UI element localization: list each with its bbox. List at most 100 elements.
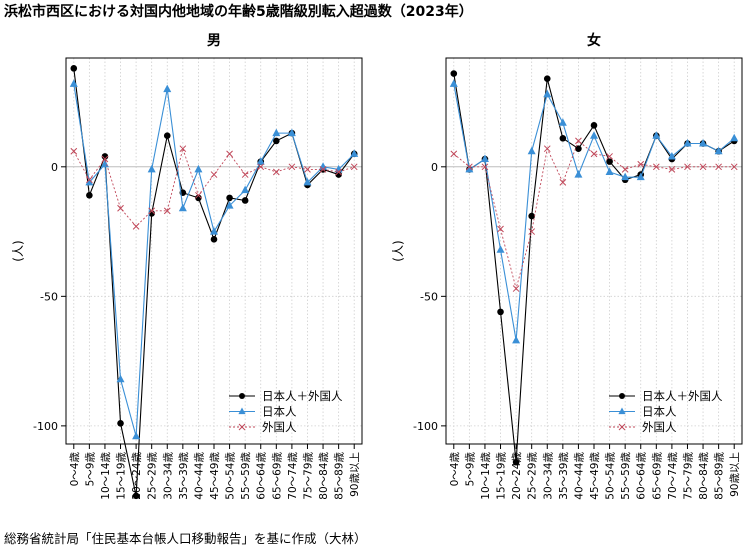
tick-label-y: -50 (40, 290, 58, 303)
panel-1: 男0-50-100(人)0～4歳 5～9歳 10～14歳 15～19歳 20～24歳 25… (11, 33, 363, 500)
tick-label-x: 30～34歳 (542, 452, 554, 500)
legend-label: 日本人＋外国人 (262, 389, 343, 403)
legend-marker (619, 393, 625, 399)
data-point (288, 163, 296, 171)
data-point (335, 168, 342, 176)
data-point (178, 203, 187, 212)
data-point (179, 145, 187, 153)
data-point (450, 150, 458, 158)
data-point (101, 155, 109, 163)
data-point (210, 227, 218, 235)
data-point (132, 431, 141, 440)
data-point (730, 133, 739, 142)
tick-label-x: 90歳以上 (729, 452, 741, 497)
data-point (195, 194, 202, 202)
data-point (466, 163, 473, 171)
tick-label-x: 35～39歳 (178, 452, 190, 500)
tick-label-x: 75～79歳 (682, 452, 694, 500)
data-point (714, 146, 723, 155)
data-point (163, 84, 172, 93)
data-point (496, 245, 505, 253)
legend-marker (238, 423, 246, 431)
data-point (319, 162, 328, 170)
series-3 (70, 145, 358, 230)
data-point (465, 164, 474, 173)
legend-label: 日本人＋外国人 (642, 389, 723, 403)
data-point (667, 151, 676, 160)
data-point (480, 154, 489, 163)
tick-label-y: 0 (51, 161, 58, 174)
tick-label-x: 50～54歳 (605, 452, 617, 500)
series-2 (69, 79, 359, 440)
data-point (528, 228, 536, 235)
data-point (210, 171, 218, 178)
data-point (225, 201, 234, 209)
tick-label-x: 20～24歳 (511, 452, 523, 500)
data-point (652, 131, 661, 139)
data-point (668, 166, 676, 173)
data-point (590, 131, 598, 139)
tick-label-x: 75～79歳 (302, 452, 314, 500)
data-point (148, 207, 156, 215)
data-point (543, 145, 551, 153)
data-point (70, 65, 78, 72)
data-point (101, 153, 109, 160)
data-point (558, 118, 567, 126)
data-point (241, 197, 249, 204)
tick-label-x: 25～29歳 (527, 452, 539, 500)
data-point (636, 172, 645, 181)
data-point (684, 163, 691, 171)
tick-label-x: 80～84歳 (318, 452, 330, 500)
data-point (85, 177, 94, 186)
series-2 (449, 79, 739, 344)
tick-label-y: -100 (413, 420, 438, 433)
data-point (273, 137, 280, 145)
data-point (621, 166, 629, 173)
data-point (606, 158, 613, 165)
data-point (683, 138, 692, 147)
data-point (543, 89, 552, 98)
data-point (256, 157, 265, 165)
series-1 (450, 70, 738, 466)
tick-label-x: 30～34歳 (162, 452, 174, 500)
data-point (194, 164, 203, 173)
tick-label-x: 5～9歳 (464, 452, 476, 487)
tick-label-x: 55～59歳 (620, 452, 632, 500)
data-point (147, 164, 156, 173)
data-point (241, 171, 249, 178)
data-point (86, 192, 93, 199)
tick-label-x: 70～74歳 (287, 452, 299, 500)
data-point (272, 128, 281, 137)
tick-label-x: 0～4歳 (69, 452, 81, 487)
data-point (86, 176, 93, 184)
tick-label-x: 45～49歳 (209, 452, 221, 500)
chart-title: 浜松市西区における対国内他地域の年齢5歳階級別転入超過数（2023年） (4, 4, 473, 20)
series-3 (450, 137, 738, 292)
data-point (226, 150, 233, 158)
series-line (73, 83, 355, 437)
tick-label-x: 10～14歳 (480, 452, 492, 500)
data-point (350, 163, 358, 171)
data-point (621, 172, 630, 181)
tick-label-x: 60～64歳 (636, 452, 648, 500)
data-point (730, 163, 738, 171)
data-point (241, 185, 250, 194)
data-point (132, 492, 140, 500)
tick-label-x: 10～14歳 (100, 452, 112, 500)
data-point (606, 153, 613, 160)
data-point (287, 128, 296, 137)
data-point (210, 236, 218, 243)
tick-label-y: -100 (33, 420, 58, 433)
data-point (319, 166, 327, 173)
data-point (163, 132, 171, 140)
axis-label-y: (人) (391, 240, 405, 261)
tick-label-x: 85～89歳 (714, 452, 726, 500)
tick-label-x: 0～4歳 (449, 452, 461, 487)
tick-label-x: 15～19歳 (496, 452, 508, 500)
tick-label-x: 80～84歳 (698, 452, 710, 500)
tick-label-y: -50 (420, 290, 438, 303)
data-point (350, 149, 359, 157)
legend-label: 日本人 (642, 405, 677, 419)
